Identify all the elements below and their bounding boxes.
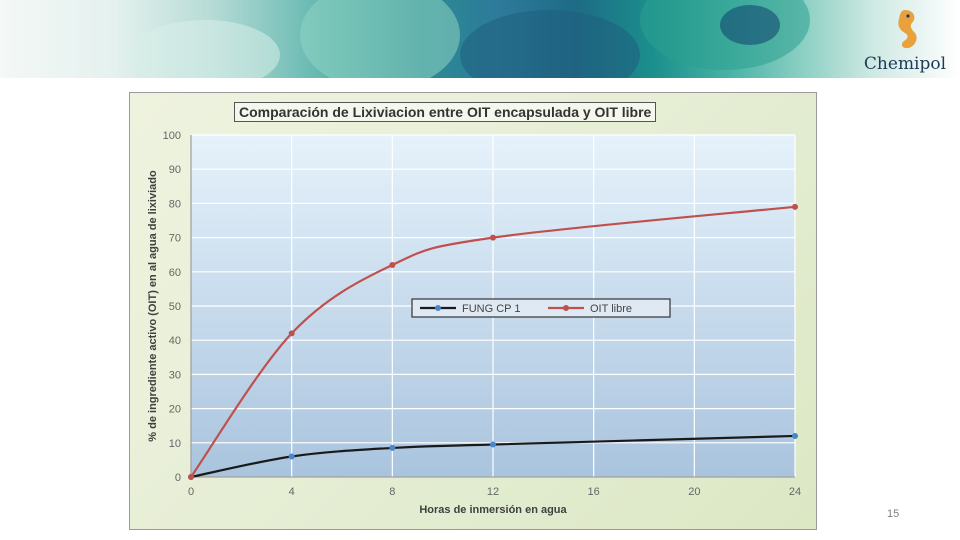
- data-point: [288, 330, 295, 337]
- x-tick-label: 16: [588, 486, 600, 498]
- y-axis-title: % de ingrediente activo (OIT) en al agua…: [147, 170, 159, 442]
- legend-marker: [563, 305, 569, 311]
- data-point: [792, 432, 798, 439]
- data-point: [188, 474, 194, 480]
- y-tick-label: 0: [175, 472, 181, 484]
- series-line-2: [190, 205, 796, 478]
- y-tick-label: 50: [169, 301, 181, 313]
- y-tick-label: 60: [169, 267, 181, 279]
- x-tick-label: 8: [389, 486, 395, 498]
- chart-frame: Comparación de Lixiviacion entre OIT enc…: [129, 92, 817, 530]
- legend-box: [411, 298, 671, 318]
- y-tick-label: 30: [169, 369, 181, 381]
- banner-decoration: [460, 10, 640, 78]
- header-banner: Chemipol: [0, 0, 960, 78]
- data-point: [792, 203, 798, 210]
- y-tick-label: 70: [169, 233, 181, 245]
- banner-decoration: [130, 20, 280, 78]
- x-tick-label: 4: [289, 486, 295, 498]
- series-line-1: [190, 434, 796, 479]
- y-tick-label: 40: [169, 335, 181, 347]
- x-tick-label: 12: [487, 486, 499, 498]
- banner-decoration: [720, 5, 780, 45]
- legend-marker: [435, 305, 441, 311]
- y-tick-label: 100: [163, 130, 181, 142]
- data-point: [389, 444, 396, 451]
- chart-title: Comparación de Lixiviacion entre OIT enc…: [234, 102, 657, 122]
- y-tick-label: 90: [169, 164, 181, 176]
- data-point: [490, 441, 496, 448]
- seahorse-icon: [898, 10, 917, 49]
- x-tick-label: 24: [789, 486, 801, 498]
- y-tick-label: 10: [169, 438, 181, 450]
- data-point: [288, 453, 295, 460]
- y-tick-label: 20: [169, 404, 181, 416]
- data-point: [389, 261, 396, 268]
- x-tick-label: 20: [688, 486, 700, 498]
- data-point: [490, 234, 496, 241]
- x-axis-title: Horas de inmersión en agua: [419, 504, 567, 516]
- brand-name: Chemipol: [863, 54, 947, 74]
- page-number: 15: [887, 508, 900, 520]
- chemipol-logo: Chemipol: [862, 6, 948, 74]
- banner-decoration: [300, 0, 460, 78]
- legend-label: OIT libre: [590, 303, 632, 315]
- y-tick-label: 80: [169, 198, 181, 210]
- legend-label: FUNG CP 1: [462, 303, 520, 315]
- x-tick-label: 0: [188, 486, 194, 498]
- line-chart: 0 10 20 30 40 50 60 70 80 90 100 0 4 8 12 16 20 24 Horas d…: [147, 130, 801, 516]
